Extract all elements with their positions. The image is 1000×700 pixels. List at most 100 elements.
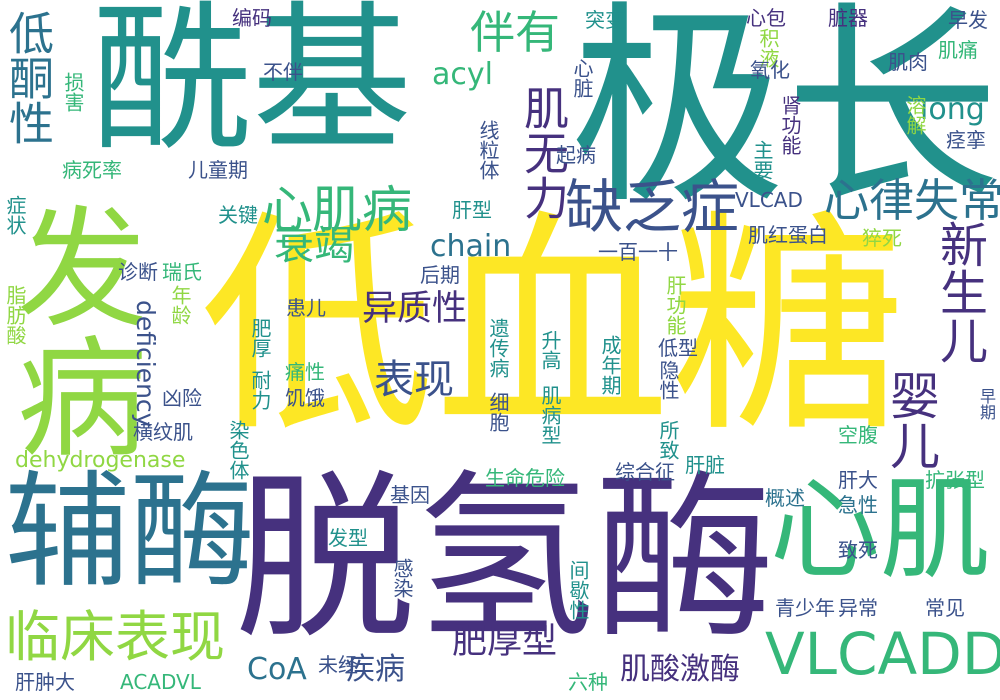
word-脏器: 脏器	[828, 6, 868, 30]
word-起病: 起病	[556, 143, 596, 167]
word-年龄: 年龄	[168, 285, 192, 325]
word-综合征: 综合征	[615, 460, 675, 484]
word-主要: 主要	[750, 140, 774, 180]
word-肌酸激酶: 肌酸激酶	[620, 652, 740, 687]
word-线粒体: 线粒体	[476, 120, 500, 180]
word-心律失常: 心律失常	[824, 174, 1000, 227]
word-chain: chain	[430, 229, 512, 264]
word-肥厚: 肥厚	[248, 318, 272, 358]
word-溶解: 溶解	[903, 95, 927, 135]
word-损害: 损害	[61, 72, 85, 112]
word-衰竭: 衰竭	[274, 223, 354, 269]
word-新生儿: 新生儿	[931, 220, 987, 364]
word-饥饿: 饥饿	[285, 386, 325, 410]
word-肝脏: 肝脏	[685, 453, 725, 477]
word-细胞: 细胞	[486, 392, 510, 432]
word-横纹肌: 横纹肌	[133, 420, 193, 444]
word-关键: 关键	[218, 203, 258, 227]
word-耐力: 耐力	[248, 370, 272, 410]
word-肌无力: 肌无力	[516, 85, 569, 220]
word-肾功能: 肾功能	[778, 95, 802, 155]
word-肌肉: 肌肉	[888, 50, 928, 74]
word-氧化: 氧化	[750, 58, 790, 82]
word-心包: 心包	[746, 6, 786, 30]
word-低型: 低型	[658, 336, 698, 360]
word-未经: 未经	[318, 653, 358, 677]
word-异常: 异常	[838, 596, 878, 620]
word-病死率: 病死率	[62, 158, 122, 182]
word-遗传病: 遗传病	[486, 318, 510, 378]
word-成年期: 成年期	[598, 335, 622, 395]
word-早期: 早期	[977, 388, 996, 420]
word-扩张型: 扩张型	[925, 468, 985, 492]
word-心肌病: 心肌病	[262, 181, 412, 239]
word-脱氢酶: 脱氢酶	[235, 455, 776, 664]
word-肝型: 肝型	[452, 198, 492, 222]
word-症状: 症状	[3, 195, 27, 235]
word-疾病: 疾病	[345, 652, 405, 687]
word-deficiency: deficiency	[131, 300, 160, 428]
word-诊断: 诊断	[118, 260, 158, 284]
word-染色体: 染色体	[226, 420, 250, 480]
word-发型: 发型	[328, 526, 368, 550]
word-酰基: 酰基	[92, 0, 413, 173]
word-基因: 基因	[390, 483, 430, 507]
word-肝肿大: 肝肿大	[15, 670, 75, 694]
word-患儿: 患儿	[286, 296, 326, 320]
word-升高: 升高	[538, 330, 562, 370]
word-VLCAD: VLCAD	[735, 188, 803, 212]
word-生命危险: 生命危险	[485, 466, 565, 490]
word-肌痛: 肌痛	[938, 38, 978, 62]
word-肌病型: 肌病型	[538, 385, 562, 445]
word-一百一十: 一百一十	[598, 240, 678, 264]
word-long: long	[920, 92, 985, 127]
word-CoA: CoA	[247, 652, 307, 687]
word-心肌: 心肌	[770, 466, 990, 594]
word-肝功能: 肝功能	[663, 275, 687, 335]
word-常见: 常见	[925, 596, 965, 620]
word-概述: 概述	[765, 486, 805, 510]
word-所致: 所致	[656, 420, 680, 460]
word-脂肪酸: 脂肪酸	[3, 285, 27, 345]
word-心脏: 心脏	[570, 58, 594, 98]
word-肥厚型: 肥厚型	[452, 622, 558, 662]
word-肝大: 肝大	[838, 468, 878, 492]
word-低血糖: 低血糖	[200, 191, 905, 464]
word-缺乏症: 缺乏症	[565, 173, 740, 241]
word-dehydrogenase: dehydrogenase	[15, 448, 186, 473]
word-空腹: 空腹	[838, 423, 878, 447]
word-儿童期: 儿童期	[188, 158, 248, 182]
word-早发: 早发	[948, 8, 988, 32]
word-间歇性: 间歇性	[566, 560, 590, 620]
word-隐性: 隐性	[656, 360, 680, 400]
word-后期: 后期	[420, 263, 460, 287]
word-凶险: 凶险	[162, 386, 202, 410]
word-突变: 突变	[585, 8, 625, 32]
word-低酮性: 低酮性	[1, 10, 54, 145]
word-猝死: 猝死	[862, 226, 902, 250]
word-不伴: 不伴	[263, 60, 303, 84]
word-肌红蛋白: 肌红蛋白	[748, 223, 828, 247]
word-异质性: 异质性	[362, 289, 468, 329]
word-发病: 发病	[0, 200, 147, 460]
word-伴有: 伴有	[470, 6, 561, 59]
word-六种: 六种	[568, 670, 608, 694]
word-临床表现: 临床表现	[5, 605, 226, 669]
word-极长: 极长	[570, 0, 1000, 233]
word-编码: 编码	[232, 6, 272, 30]
word-急性: 急性	[838, 493, 878, 517]
word-感染: 感染	[390, 558, 414, 598]
word-致死: 致死	[838, 538, 878, 562]
word-辅酶: 辅酶	[5, 460, 255, 605]
word-青少年: 青少年	[775, 596, 835, 620]
word-痛性: 痛性	[285, 360, 325, 384]
word-痉挛: 痉挛	[946, 128, 986, 152]
word-瑞氏: 瑞氏	[162, 260, 202, 284]
word-表现: 表现	[374, 357, 454, 403]
word-VLCADD: VLCADD	[765, 620, 1000, 688]
word-ACADVL: ACADVL	[120, 670, 201, 694]
word-积液: 积液	[756, 28, 780, 68]
word-acyl: acyl	[432, 57, 493, 92]
word-婴儿: 婴儿	[882, 370, 940, 470]
